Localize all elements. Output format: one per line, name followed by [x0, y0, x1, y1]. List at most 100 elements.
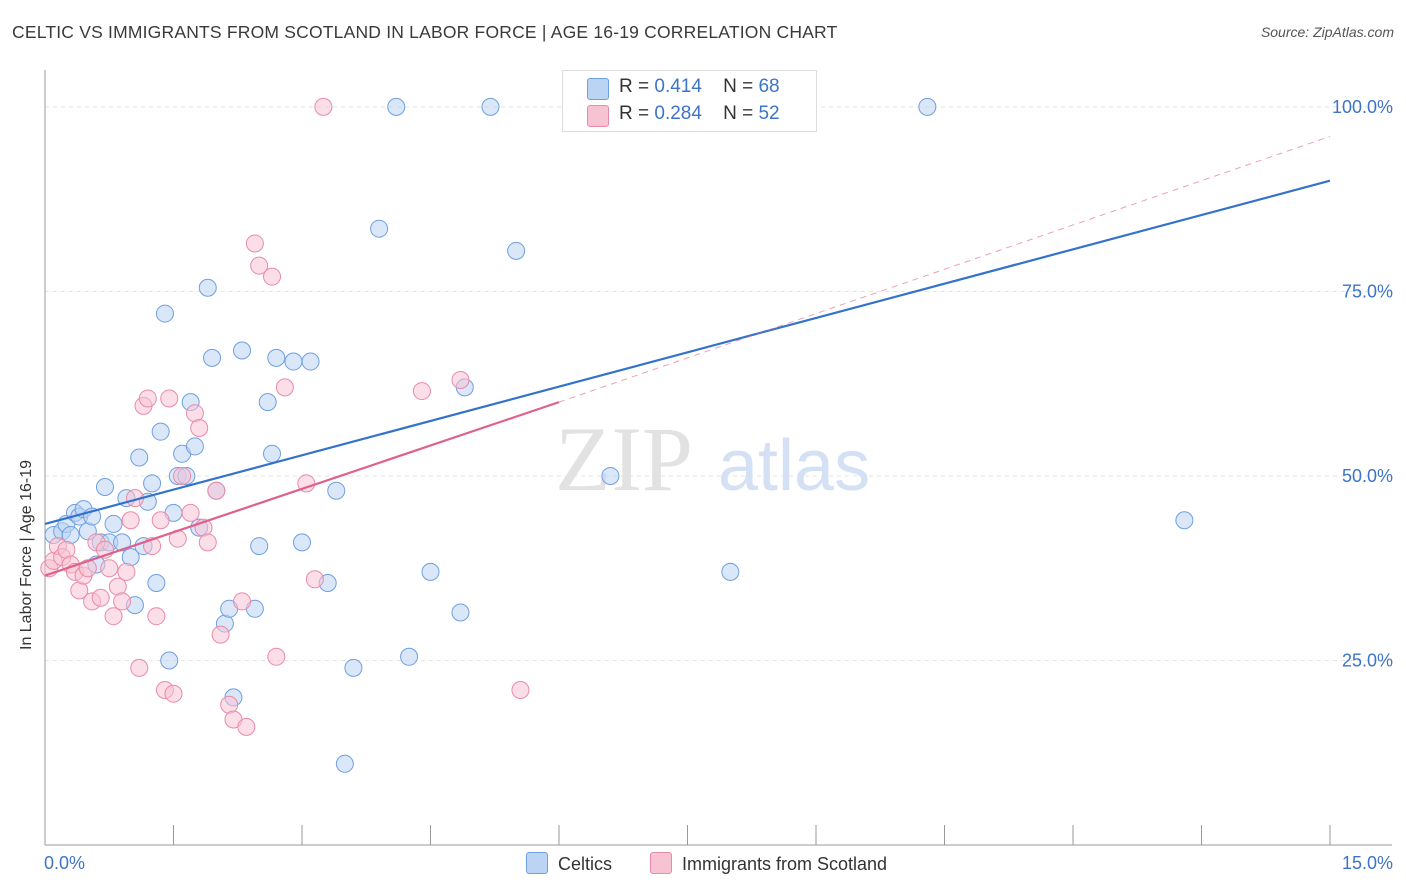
scotland-point — [100, 559, 119, 578]
celtics-point — [507, 241, 526, 260]
y-axis-label: In Labor Force | Age 16-19 — [18, 459, 35, 650]
scotland-swatch — [587, 105, 609, 127]
scotland-trendline — [44, 401, 560, 577]
celtics-point — [370, 219, 389, 238]
celtics-point — [421, 562, 440, 581]
x-tick-label: 15.0% — [1342, 853, 1393, 873]
n-label: N = — [723, 103, 754, 124]
celtics-point — [301, 352, 320, 371]
celtics-point — [130, 448, 149, 467]
scotland-point — [104, 607, 123, 626]
celtics-n-value: 68 — [758, 76, 780, 97]
celtics-point — [113, 533, 132, 552]
scotland-point — [237, 717, 256, 736]
celtics-r-value: 0.414 — [654, 76, 702, 97]
celtics-point — [258, 393, 277, 412]
scotland-r-value: 0.284 — [654, 103, 702, 124]
scotland-point — [297, 474, 316, 493]
celtics-point — [267, 348, 286, 367]
celtics-point — [203, 348, 222, 367]
y-tick-label: 50.0% — [1342, 466, 1393, 486]
y-tick-label: 100.0% — [1332, 97, 1393, 117]
scotland-point — [314, 97, 333, 116]
legend-item-celtics: Celtics — [526, 852, 612, 875]
celtics-point — [263, 444, 282, 463]
watermark: ZIP atlas — [555, 408, 870, 510]
scotland-trendline-extension — [558, 135, 1331, 403]
y-tick-label: 75.0% — [1342, 281, 1393, 301]
watermark-zip: ZIP — [555, 408, 693, 510]
chart-title: CELTIC VS IMMIGRANTS FROM SCOTLAND IN LA… — [12, 22, 838, 42]
scotland-point — [233, 592, 252, 611]
scotland-point — [160, 389, 179, 408]
r-label: R = — [619, 103, 650, 124]
celtics-point — [601, 466, 620, 485]
scotland-point — [91, 588, 110, 607]
y-tick-label: 25.0% — [1342, 650, 1393, 670]
x-tick-label: 0.0% — [44, 853, 85, 873]
scotland-point — [78, 559, 97, 578]
celtics-point — [95, 478, 114, 497]
tick-labels: 25.0% 50.0% 75.0% 100.0% 0.0% 15.0% — [44, 97, 1393, 873]
scotland-point — [173, 466, 192, 485]
scotland-point — [113, 592, 132, 611]
r-label: R = — [619, 76, 650, 97]
scotland-legend-label: Immigrants from Scotland — [682, 854, 888, 874]
scotland-point — [190, 418, 209, 437]
celtics-swatch — [587, 78, 609, 100]
celtics-point — [284, 352, 303, 371]
celtics-point — [151, 422, 170, 441]
celtics-point — [147, 573, 166, 592]
scotland-point — [275, 378, 294, 397]
celtics-point — [400, 647, 419, 666]
celtics-trendline — [44, 179, 1331, 525]
watermark-atlas: atlas — [718, 426, 870, 506]
celtics-legend-label: Celtics — [558, 854, 613, 874]
axes — [44, 70, 1392, 846]
scotland-point — [164, 684, 183, 703]
correlation-legend: R = 0.414 N = 68 R = 0.284 N = 52 — [562, 70, 817, 132]
celtics-point — [335, 754, 354, 773]
scotland-point — [181, 503, 200, 522]
scotland-point — [211, 625, 230, 644]
scotland-point — [250, 256, 269, 275]
scotland-point — [138, 389, 157, 408]
celtics-point — [233, 341, 252, 360]
celtics-point — [481, 97, 500, 116]
scotland-point — [511, 681, 530, 699]
celtics-legend-swatch — [526, 852, 548, 874]
celtics-point — [155, 304, 174, 323]
scotland-point — [207, 481, 226, 500]
celtics-point — [250, 537, 269, 556]
celtics-point — [143, 474, 162, 493]
scotland-n-value: 52 — [758, 103, 780, 124]
scotland-point — [412, 382, 431, 401]
celtics-point — [721, 562, 740, 581]
celtics-point — [327, 481, 346, 500]
scotland-point — [151, 511, 170, 530]
scotland-point — [198, 533, 217, 552]
celtics-point — [293, 533, 311, 552]
data-points — [40, 97, 1194, 773]
scotland-point — [117, 562, 136, 581]
celtics-point — [918, 97, 937, 116]
scotland-legend-swatch — [650, 852, 672, 874]
scotland-point — [147, 607, 166, 626]
scotland-point — [267, 647, 286, 666]
scotland-point — [263, 267, 282, 286]
celtics-point — [1175, 511, 1194, 530]
source-label: Source: ZipAtlas.com — [1260, 24, 1394, 40]
trendlines — [44, 135, 1331, 577]
celtics-point — [104, 514, 123, 533]
scotland-point — [121, 511, 140, 530]
celtics-point — [185, 437, 204, 456]
scotland-point — [245, 234, 264, 253]
celtics-point — [451, 603, 470, 622]
scotland-point — [305, 570, 324, 589]
celtics-point — [344, 658, 363, 677]
n-label: N = — [723, 76, 754, 97]
celtics-point — [387, 97, 406, 116]
celtics-point — [198, 278, 217, 297]
legend-item-scotland: Immigrants from Scotland — [650, 852, 887, 875]
